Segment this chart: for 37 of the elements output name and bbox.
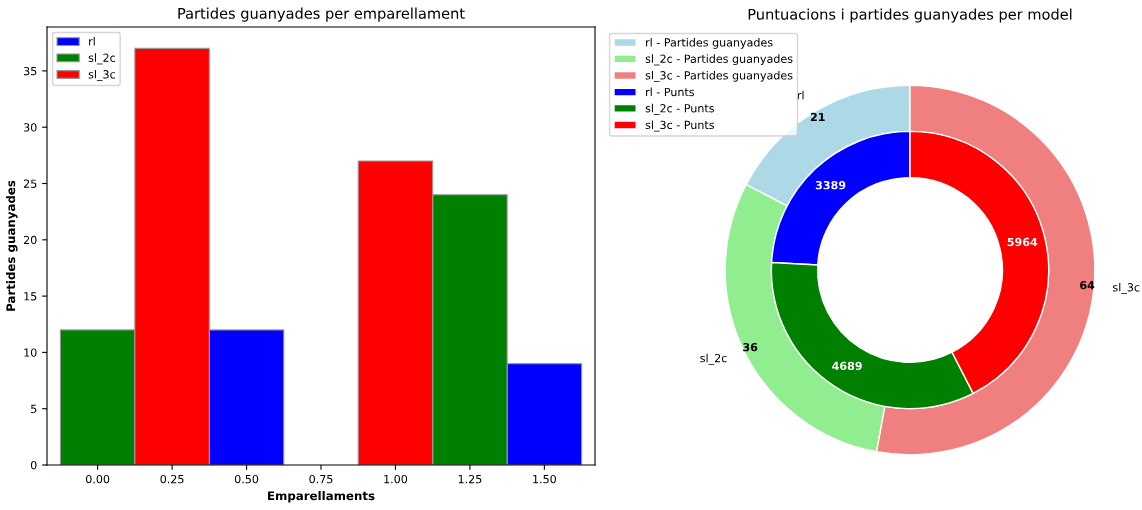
category-label: rl - Partides guanyades xyxy=(646,38,773,49)
category-label: sl_2c - Partides guanyades xyxy=(645,54,793,66)
y-tick-label: 20 xyxy=(23,235,37,245)
slice-label: rl xyxy=(797,90,804,100)
x-tick-label: 0.75 xyxy=(309,474,333,484)
y-tick-label: 15 xyxy=(24,292,37,301)
x-tick-label: 0.50 xyxy=(234,474,259,484)
x-tick-label: 1.50 xyxy=(533,474,556,484)
x-tick-label: 1.25 xyxy=(458,474,482,484)
y-tick-label: 30 xyxy=(23,123,37,132)
data-label: 4689 xyxy=(832,361,862,371)
y-tick-label: 5 xyxy=(31,404,37,414)
data-label: 3389 xyxy=(815,180,846,190)
chart-title: Puntuacions i partides guanyades per model xyxy=(748,8,1072,23)
data-label: 21 xyxy=(810,112,825,121)
x-tick-label: 1.00 xyxy=(384,474,408,484)
y-tick-label: 0 xyxy=(30,460,37,470)
data-label: 64 xyxy=(1080,280,1095,290)
y-tick-label: 35 xyxy=(23,66,37,76)
x-axis-title: Emparellaments xyxy=(268,491,375,503)
x-tick-label: 0.25 xyxy=(160,474,184,484)
slice-label: sl_2c xyxy=(700,353,727,365)
legend-label: rl xyxy=(89,37,95,46)
legend-label: sl_3c xyxy=(88,69,116,81)
legend-label: sl_2c xyxy=(88,53,116,65)
data-label: 36 xyxy=(743,342,758,352)
chart-title: Partides guanyades per emparellament xyxy=(178,7,465,22)
y-axis-title: Partides guanyades xyxy=(6,180,18,311)
category-label: sl_2c - Punts xyxy=(645,103,714,115)
category-label: sl_3c - Partides guanyades xyxy=(645,70,793,82)
x-tick-label: 0.00 xyxy=(85,474,110,484)
y-tick-label: 10 xyxy=(24,348,37,357)
data-label: 5964 xyxy=(1007,237,1038,247)
y-tick-label: 25 xyxy=(23,179,37,188)
category-label: rl - Punts xyxy=(646,87,695,97)
slice-label: sl_3c xyxy=(1113,282,1140,294)
category-label: sl_3c - Punts xyxy=(645,120,714,132)
